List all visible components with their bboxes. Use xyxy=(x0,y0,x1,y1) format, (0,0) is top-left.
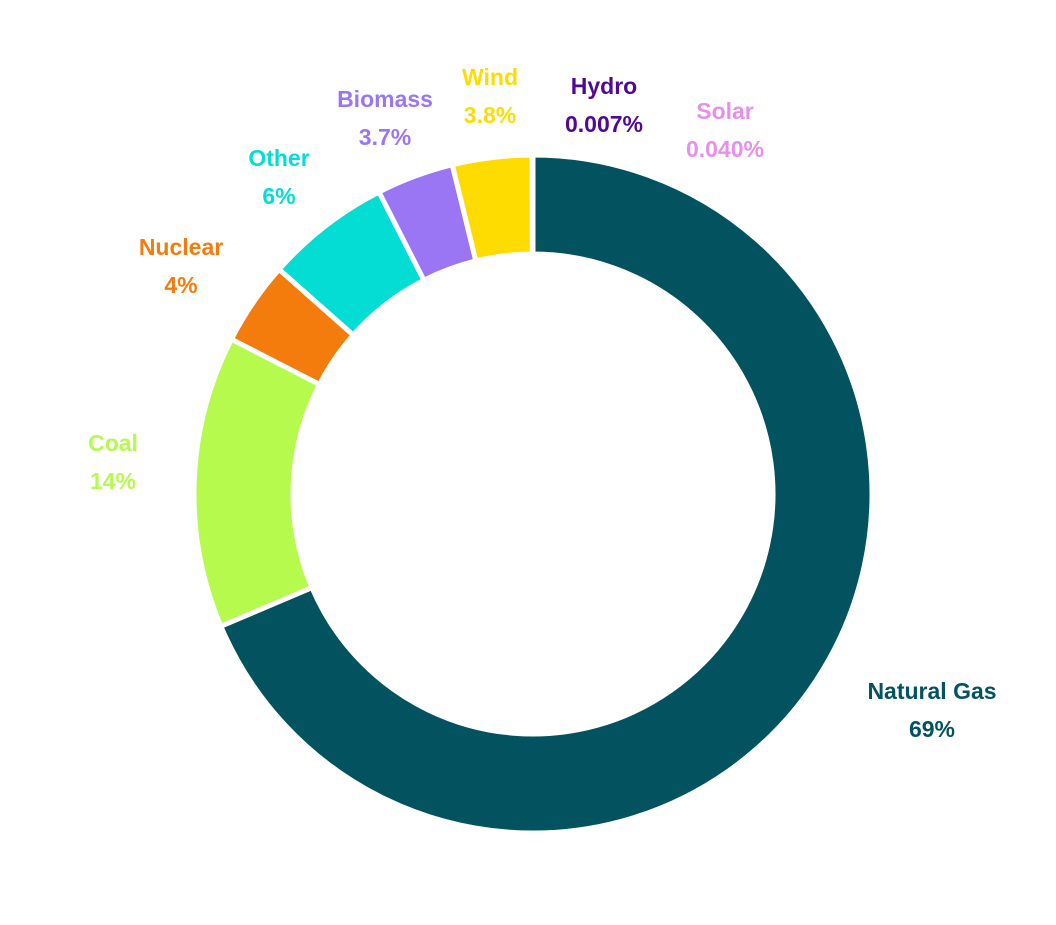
label-name: Natural Gas xyxy=(867,678,997,704)
label-value: 0.040% xyxy=(685,136,765,162)
label-value: 69% xyxy=(908,716,956,742)
label-name: Hydro xyxy=(570,73,638,99)
slice-coal xyxy=(191,335,323,630)
label-wind: Wind 3.8% xyxy=(462,58,518,134)
label-nuclear: Nuclear 4% xyxy=(139,228,223,304)
label-other: Other 6% xyxy=(248,139,309,215)
slice-wind xyxy=(449,152,535,264)
label-name: Wind xyxy=(462,64,518,90)
label-natural-gas: Natural Gas 69% xyxy=(867,672,996,748)
label-coal: Coal 14% xyxy=(88,424,138,500)
label-value: 3.7% xyxy=(358,124,412,150)
label-name: Biomass xyxy=(337,86,433,112)
label-name: Coal xyxy=(88,430,138,456)
label-value: 6% xyxy=(262,183,296,209)
slice-natural-gas xyxy=(217,152,875,836)
label-hydro: Hydro 0.007% xyxy=(565,67,643,143)
label-value: 4% xyxy=(164,272,198,298)
label-solar: Solar 0.040% xyxy=(686,92,764,168)
label-name: Other xyxy=(248,145,310,171)
label-name: Solar xyxy=(696,98,754,124)
label-value: 0.007% xyxy=(564,111,644,137)
label-biomass: Biomass 3.7% xyxy=(337,80,433,156)
label-value: 3.8% xyxy=(463,102,517,128)
label-value: 14% xyxy=(89,468,137,494)
label-name: Nuclear xyxy=(138,234,224,260)
